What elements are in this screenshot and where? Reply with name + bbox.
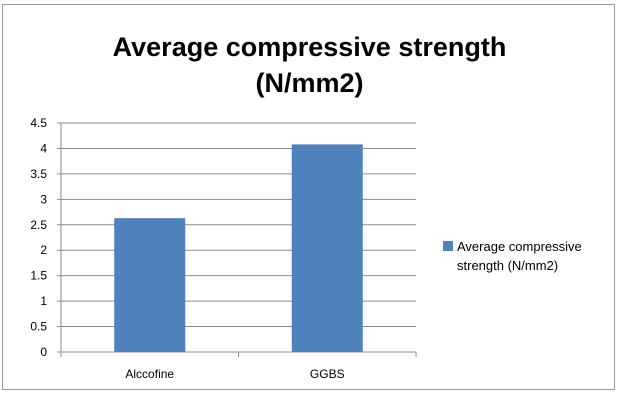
chart-title: Average compressive strength (N/mm2): [3, 29, 616, 101]
chart-title-line-1: Average compressive strength: [112, 32, 507, 62]
y-tick-label: 0: [40, 345, 47, 359]
legend-swatch: [443, 241, 453, 251]
y-tick-label: 3.5: [30, 167, 47, 181]
y-tick-label: 2: [40, 243, 47, 257]
x-tick-label: GGBS: [310, 367, 345, 381]
y-tick-label: 2.5: [30, 218, 47, 232]
legend-label: Average compressive strength (N/mm2): [457, 239, 582, 273]
chart-title-line-2: (N/mm2): [255, 68, 364, 98]
y-tick-label: 1: [40, 294, 47, 308]
bar-ggbs: [291, 144, 363, 352]
y-tick-label: 0.5: [30, 320, 47, 334]
y-tick-label: 4.5: [30, 116, 47, 130]
y-tick-label: 3: [40, 192, 47, 206]
x-tick-label: Alccofine: [125, 367, 174, 381]
y-tick-label: 4: [40, 141, 47, 155]
bar-alccofine: [114, 218, 186, 352]
y-tick-label: 1.5: [30, 269, 47, 283]
